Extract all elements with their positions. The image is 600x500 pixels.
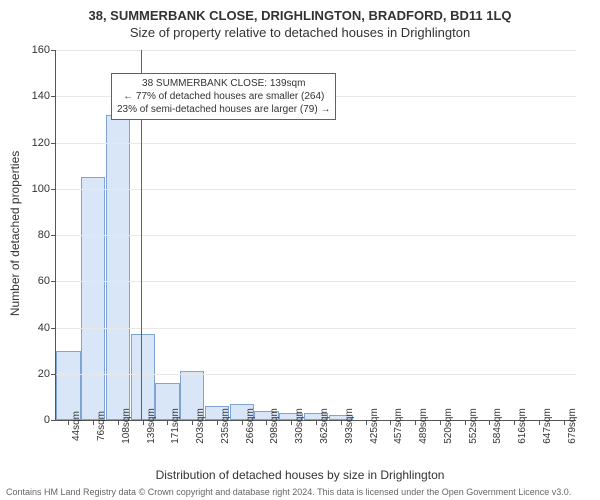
x-tick-mark [465, 420, 466, 425]
x-tick-mark [564, 420, 565, 425]
gridline [56, 281, 576, 282]
x-tick-label: 203sqm [195, 408, 206, 444]
x-tick-label: 393sqm [344, 408, 355, 444]
x-tick-mark [118, 420, 119, 425]
y-tick-label: 120 [32, 137, 50, 149]
y-tick-label: 80 [38, 229, 50, 241]
x-tick-label: 108sqm [121, 408, 132, 444]
x-tick-label: 457sqm [393, 408, 404, 444]
y-tick-label: 60 [38, 275, 50, 287]
y-tick-mark [51, 374, 56, 375]
x-tick-label: 298sqm [269, 408, 280, 444]
x-tick-label: 616sqm [517, 408, 528, 444]
y-tick-mark [51, 189, 56, 190]
x-tick-label: 76sqm [96, 411, 107, 441]
page-subtitle: Size of property relative to detached ho… [0, 23, 600, 40]
x-tick-label: 330sqm [294, 408, 305, 444]
bar [131, 334, 155, 420]
bar [56, 351, 80, 420]
y-tick-label: 160 [32, 44, 50, 56]
x-tick-label: 44sqm [71, 411, 82, 441]
gridline [56, 328, 576, 329]
x-tick-mark [93, 420, 94, 425]
y-tick-mark [51, 96, 56, 97]
x-tick-mark [217, 420, 218, 425]
annotation-line: ← 77% of detached houses are smaller (26… [117, 90, 330, 103]
x-tick-label: 266sqm [245, 408, 256, 444]
x-tick-mark [514, 420, 515, 425]
y-tick-mark [51, 143, 56, 144]
x-tick-mark [341, 420, 342, 425]
x-tick-label: 489sqm [418, 408, 429, 444]
x-tick-label: 425sqm [369, 408, 380, 444]
x-tick-mark [489, 420, 490, 425]
gridline [56, 189, 576, 190]
y-tick-label: 100 [32, 183, 50, 195]
x-tick-mark [440, 420, 441, 425]
x-tick-label: 171sqm [170, 408, 181, 444]
x-tick-label: 520sqm [443, 408, 454, 444]
gridline [56, 50, 576, 51]
gridline [56, 374, 576, 375]
bar [81, 177, 105, 420]
x-axis-label: Distribution of detached houses by size … [0, 468, 600, 482]
x-tick-mark [266, 420, 267, 425]
x-tick-mark [192, 420, 193, 425]
footer-text: Contains HM Land Registry data © Crown c… [6, 488, 594, 498]
x-tick-mark [415, 420, 416, 425]
annotation-box: 38 SUMMERBANK CLOSE: 139sqm← 77% of deta… [111, 73, 336, 120]
x-tick-mark [242, 420, 243, 425]
y-tick-mark [51, 235, 56, 236]
y-tick-label: 20 [38, 368, 50, 380]
x-tick-label: 552sqm [468, 408, 479, 444]
x-tick-label: 647sqm [542, 408, 553, 444]
y-tick-mark [51, 50, 56, 51]
annotation-line: 23% of semi-detached houses are larger (… [117, 103, 330, 116]
x-tick-label: 679sqm [567, 408, 578, 444]
y-tick-mark [51, 281, 56, 282]
x-tick-label: 139sqm [146, 408, 157, 444]
annotation-line: 38 SUMMERBANK CLOSE: 139sqm [117, 77, 330, 90]
y-tick-label: 40 [38, 322, 50, 334]
x-tick-label: 235sqm [220, 408, 231, 444]
plot-area: 02040608010012014016044sqm76sqm108sqm139… [55, 50, 576, 421]
y-tick-label: 0 [44, 414, 50, 426]
x-tick-mark [68, 420, 69, 425]
y-tick-mark [51, 420, 56, 421]
x-tick-mark [167, 420, 168, 425]
x-tick-mark [539, 420, 540, 425]
x-tick-label: 362sqm [319, 408, 330, 444]
x-tick-mark [291, 420, 292, 425]
page-title: 38, SUMMERBANK CLOSE, DRIGHLINGTON, BRAD… [0, 0, 600, 23]
gridline [56, 235, 576, 236]
gridline [56, 143, 576, 144]
chart-container: 38, SUMMERBANK CLOSE, DRIGHLINGTON, BRAD… [0, 0, 600, 500]
x-tick-mark [143, 420, 144, 425]
y-tick-mark [51, 328, 56, 329]
x-tick-mark [366, 420, 367, 425]
y-tick-label: 140 [32, 90, 50, 102]
y-axis-label: Number of detached properties [8, 151, 22, 316]
x-tick-mark [316, 420, 317, 425]
x-tick-label: 584sqm [492, 408, 503, 444]
x-tick-mark [390, 420, 391, 425]
